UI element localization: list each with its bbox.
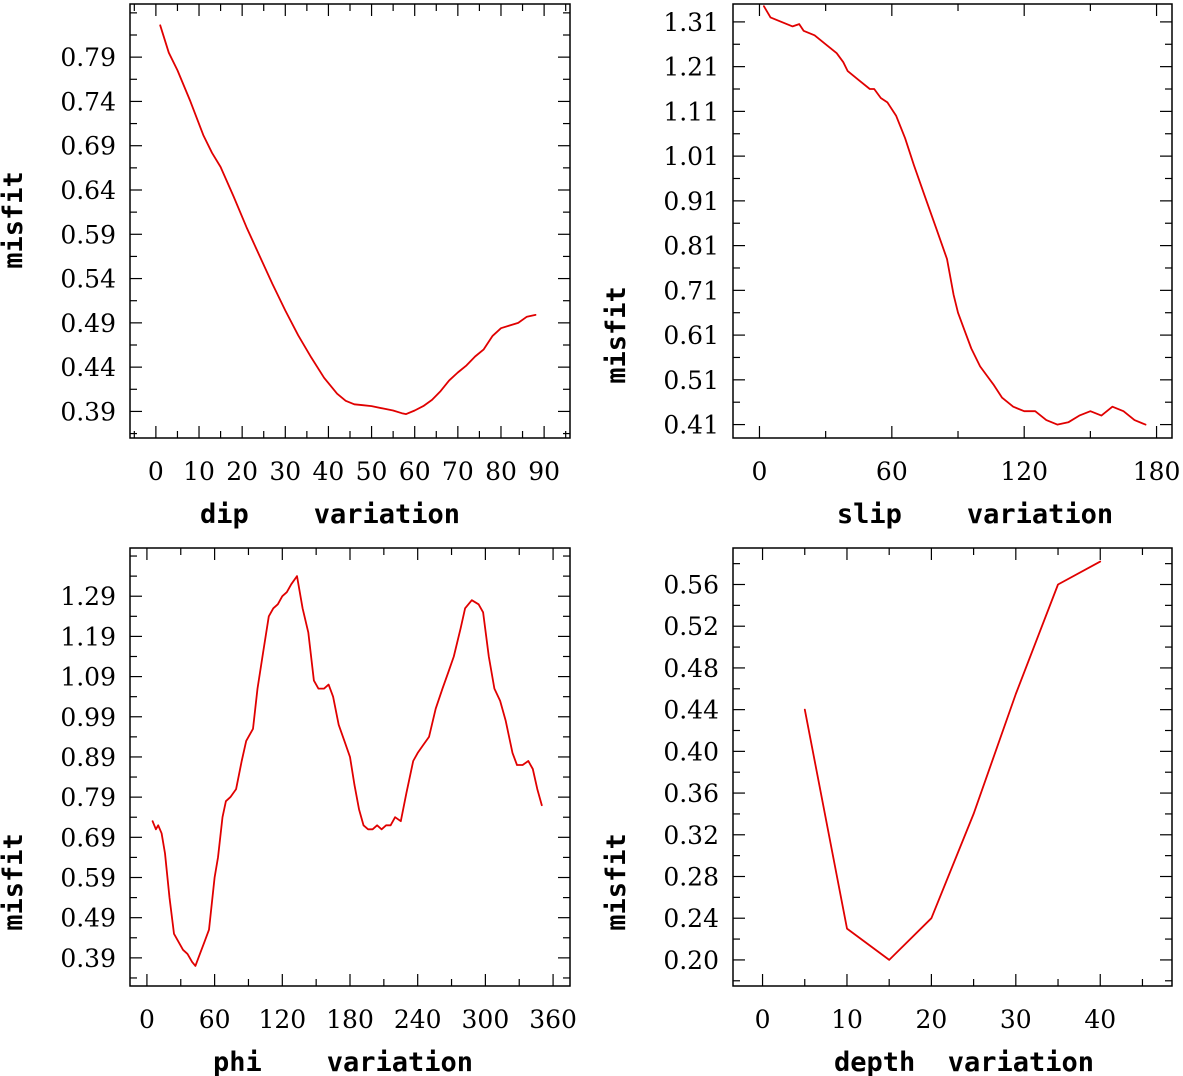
- depth-x-tick-label: 40: [1084, 1005, 1116, 1034]
- slip-y-tick-label: 0.91: [663, 187, 719, 216]
- phi-y-tick-label: 0.49: [60, 904, 116, 933]
- depth-y-tick-label: 0.32: [663, 821, 719, 850]
- slip-x-axis-label: slip variation: [837, 499, 1113, 530]
- phi-y-tick-label: 0.99: [60, 703, 116, 732]
- dip-y-tick-label: 0.74: [60, 87, 116, 116]
- phi-y-tick-label: 0.59: [60, 864, 116, 893]
- slip-plot-frame: [732, 3, 1173, 439]
- slip-y-tick-label: 0.61: [663, 321, 719, 350]
- dip-x-tick-label: 90: [528, 457, 560, 486]
- depth-x-tick-label: 0: [755, 1005, 771, 1034]
- phi-x-tick-label: 180: [326, 1005, 374, 1034]
- phi-y-tick-label: 0.69: [60, 823, 116, 852]
- phi-x-axis-label: phi variation: [213, 1047, 473, 1076]
- dip-y-axis-label: misfit: [0, 171, 29, 269]
- phi-x-tick-label: 0: [139, 1005, 155, 1034]
- slip-x-tick-label: 0: [752, 457, 768, 486]
- phi-x-tick-label: 120: [258, 1005, 306, 1034]
- dip-x-tick-label: 70: [442, 457, 474, 486]
- slip-y-tick-label: 0.41: [663, 411, 719, 440]
- phi-y-tick-label: 1.09: [60, 663, 116, 692]
- phi-y-tick-label: 0.89: [60, 743, 116, 772]
- dip-x-tick-label: 30: [269, 457, 301, 486]
- phi-y-tick-label: 1.29: [60, 582, 116, 611]
- depth-y-tick-label: 0.40: [663, 737, 719, 766]
- dip-x-axis-label: dip variation: [200, 499, 460, 530]
- dip-x-tick-label: 40: [313, 457, 345, 486]
- phi-x-tick-label: 360: [529, 1005, 577, 1034]
- dip-y-tick-label: 0.39: [60, 397, 116, 426]
- slip-y-tick-label: 0.51: [663, 366, 719, 395]
- depth-y-axis-label: misfit: [601, 833, 632, 931]
- slip-y-tick-label: 0.71: [663, 276, 719, 305]
- slip-y-tick-label: 1.21: [663, 53, 719, 82]
- depth-x-tick-label: 20: [915, 1005, 947, 1034]
- phi-plot-frame: [129, 547, 571, 987]
- depth-y-tick-label: 0.48: [663, 654, 719, 683]
- dip-y-tick-label: 0.79: [60, 43, 116, 72]
- dip-series-line: [159, 24, 537, 416]
- depth-plot-frame: [732, 547, 1173, 987]
- slip-chart: 0.41 0.51 0.61 0.71 0.81 0.91 1.01 1.11 1.21 1.31…: [601, 3, 1181, 530]
- slip-y-tick-label: 1.01: [663, 142, 719, 171]
- slip-x-tick-label: 180: [1133, 457, 1181, 486]
- dip-x-tick-label: 0: [148, 457, 164, 486]
- depth-y-tick-label: 0.24: [663, 904, 719, 933]
- depth-y-tick-label: 0.56: [663, 571, 719, 600]
- slip-y-tick-label: 1.11: [663, 97, 719, 126]
- dip-x-tick-label: 60: [399, 457, 431, 486]
- slip-x-tick-label: 120: [1000, 457, 1048, 486]
- dip-y-tick-label: 0.59: [60, 220, 116, 249]
- slip-y-tick-label: 1.31: [663, 8, 719, 37]
- phi-x-tick-label: 60: [199, 1005, 231, 1034]
- depth-x-axis-label: depth variation: [834, 1047, 1094, 1076]
- dip-x-tick-label: 20: [226, 457, 258, 486]
- phi-y-tick-label: 1.19: [60, 622, 116, 651]
- dip-plot-frame: [129, 3, 571, 439]
- dip-x-tick-label: 80: [485, 457, 517, 486]
- phi-chart: 0.39 0.49 0.59 0.69 0.79 0.89 0.99 1.09 1.19 1.29…: [0, 547, 577, 1076]
- depth-x-tick-label: 30: [1000, 1005, 1032, 1034]
- dip-x-tick-label: 50: [356, 457, 388, 486]
- phi-x-tick-label: 300: [462, 1005, 510, 1034]
- slip-x-tick-label: 60: [876, 457, 908, 486]
- dip-y-tick-label: 0.54: [60, 265, 116, 294]
- phi-x-tick-label: 240: [394, 1005, 442, 1034]
- slip-y-tick-label: 0.81: [663, 232, 719, 261]
- depth-series-line: [803, 560, 1102, 961]
- phi-y-tick-label: 0.39: [60, 944, 116, 973]
- depth-chart: 0.20 0.24 0.28 0.32 0.36 0.40 0.44 0.48 0.52 0.56…: [601, 547, 1173, 1076]
- dip-y-tick-label: 0.69: [60, 132, 116, 161]
- dip-y-tick-label: 0.44: [60, 353, 116, 382]
- phi-y-axis-label: misfit: [0, 833, 29, 931]
- slip-y-axis-label: misfit: [601, 286, 632, 384]
- depth-y-tick-label: 0.20: [663, 946, 719, 975]
- depth-y-tick-label: 0.44: [663, 696, 719, 725]
- dip-x-tick-label: 10: [183, 457, 215, 486]
- dip-y-tick-label: 0.49: [60, 309, 116, 338]
- depth-y-tick-label: 0.52: [663, 612, 719, 641]
- phi-series-line: [151, 575, 543, 967]
- dip-chart: 0.39 0.44 0.49 0.54 0.59 0.64 0.69 0.74 0.79 0 10 2…: [0, 3, 571, 530]
- dip-y-tick-label: 0.64: [60, 176, 116, 205]
- phi-y-tick-label: 0.79: [60, 783, 116, 812]
- slip-series-line: [763, 5, 1147, 426]
- depth-y-tick-label: 0.36: [663, 779, 719, 808]
- depth-y-tick-label: 0.28: [663, 863, 719, 892]
- depth-x-tick-label: 10: [831, 1005, 863, 1034]
